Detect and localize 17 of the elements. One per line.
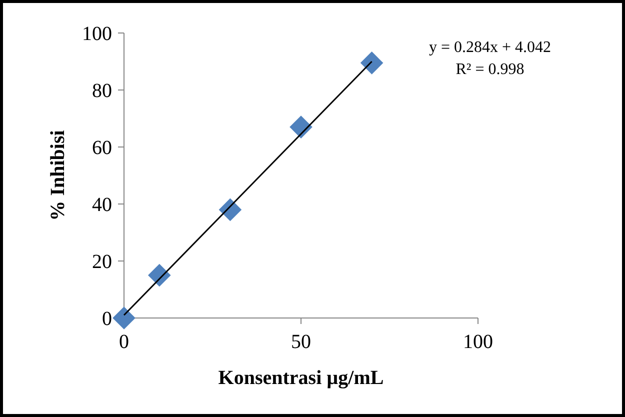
point [360, 52, 384, 74]
x-tick-label: 100 [463, 331, 493, 353]
x-tick-label: 50 [291, 331, 311, 353]
y-tick-label: 80 [92, 80, 112, 102]
y-tick-label: 60 [92, 137, 112, 159]
y-tick-label: 0 [102, 308, 112, 330]
x-axis-title: Konsentrasi µg/mL [218, 367, 384, 389]
point [218, 198, 242, 222]
annotation: R² = 0.998 [456, 61, 524, 78]
y-axis-title: % Inhibisi [47, 130, 69, 221]
y-tick-label: 20 [92, 251, 112, 273]
y-tick-label: 100 [82, 23, 112, 45]
annotation: y = 0.284x + 4.042 [428, 39, 552, 56]
point [148, 264, 171, 287]
y-tick-label: 40 [92, 194, 112, 216]
point [112, 306, 136, 330]
x-tick-label: 0 [119, 331, 129, 353]
